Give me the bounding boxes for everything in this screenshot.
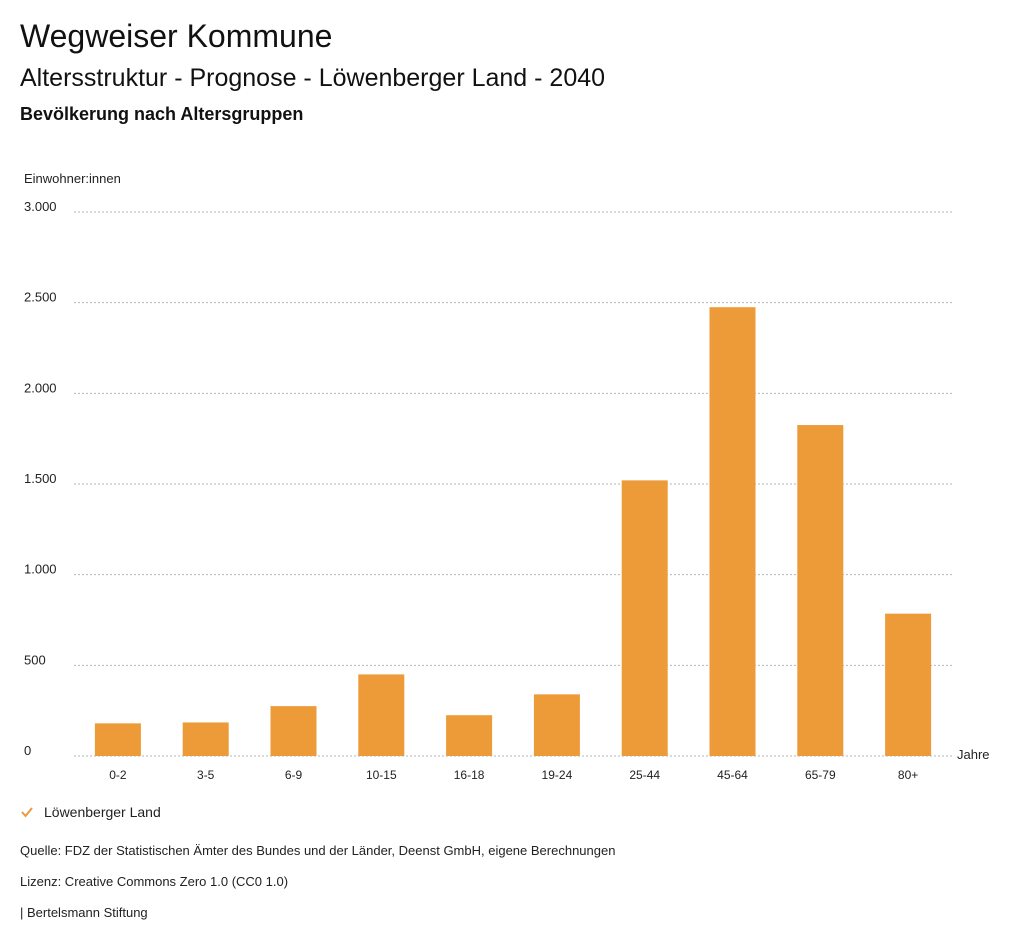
y-tick-label: 2.000 [24, 380, 57, 395]
publisher-note: | Bertelsmann Stiftung [20, 905, 148, 920]
x-tick-label: 10-15 [366, 768, 397, 782]
chart-subtitle: Altersstruktur - Prognose - Löwenberger … [20, 64, 606, 92]
bar [797, 425, 844, 756]
legend-item[interactable]: Löwenberger Land [20, 804, 161, 820]
bar-chart: 0 500 1.000 1.500 2.000 2.500 3.000 0-2 3-5 6-9 10… [24, 199, 990, 782]
bar [885, 613, 932, 756]
source-note: Quelle: FDZ der Statistischen Ämter des … [20, 843, 616, 858]
legend-label: Löwenberger Land [44, 804, 161, 820]
bar [621, 480, 668, 756]
x-tick-label: 19-24 [542, 768, 573, 782]
bar [446, 715, 493, 756]
x-tick-label: 16-18 [454, 768, 485, 782]
y-tick-label: 1.500 [24, 471, 57, 486]
x-tick-label: 65-79 [805, 768, 836, 782]
x-tick-label: 3-5 [197, 768, 215, 782]
x-tick-label: 25-44 [629, 768, 660, 782]
bar [709, 307, 756, 756]
license-note: Lizenz: Creative Commons Zero 1.0 (CC0 1… [20, 874, 289, 889]
bar [533, 694, 580, 756]
bar [358, 674, 405, 756]
x-axis-label: Jahre [957, 747, 990, 762]
x-tick-label: 45-64 [717, 768, 748, 782]
bar [94, 723, 141, 756]
y-tick-label: 3.000 [24, 199, 57, 214]
check-icon [21, 807, 33, 818]
y-tick-label: 2.500 [24, 290, 57, 305]
x-tick-label: 0-2 [109, 768, 127, 782]
x-tick-label: 6-9 [285, 768, 303, 782]
brand-title: Wegweiser Kommune [20, 18, 333, 54]
bar [182, 722, 229, 756]
y-axis-label: Einwohner:innen [24, 171, 121, 186]
chart-heading: Bevölkerung nach Altersgruppen [20, 104, 304, 124]
y-tick-label: 0 [24, 743, 31, 758]
x-tick-label: 80+ [898, 768, 918, 782]
y-tick-label: 1.000 [24, 562, 57, 577]
bar [270, 706, 317, 756]
y-tick-label: 500 [24, 652, 46, 667]
